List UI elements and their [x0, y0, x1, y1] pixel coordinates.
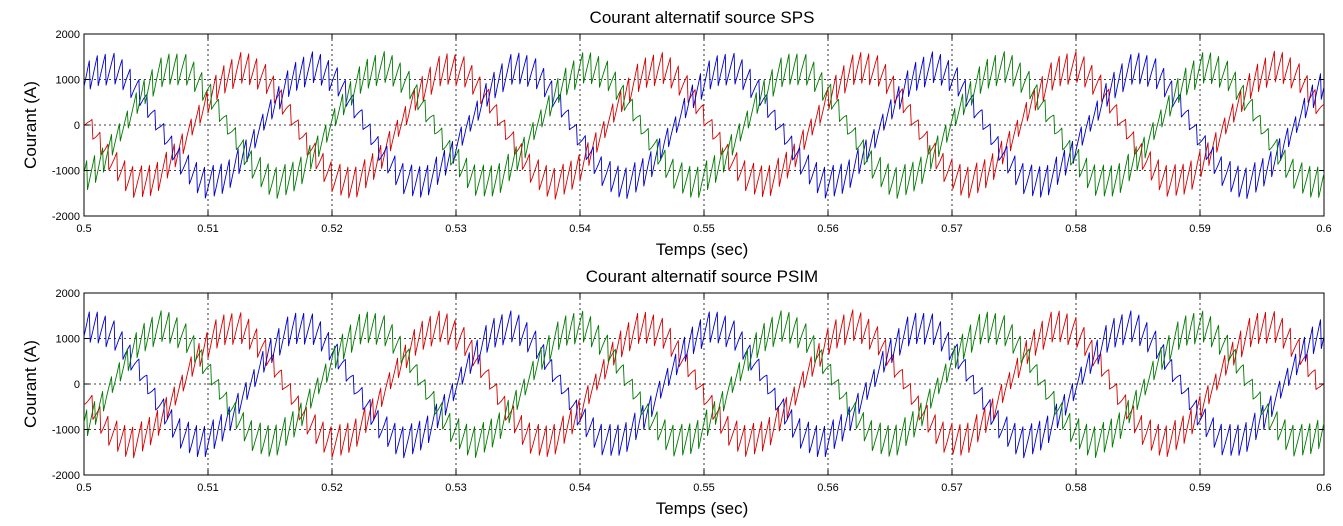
series-line — [83, 310, 1325, 459]
series-line — [83, 50, 1325, 200]
x-tick-label: 0.55 — [693, 223, 714, 235]
y-tick-label: -2000 — [52, 211, 80, 223]
y-tick-label: -1000 — [52, 425, 80, 437]
x-tick-label: 0.6 — [1316, 223, 1331, 235]
x-tick-label: 0.5 — [76, 482, 91, 494]
x-tick-label: 0.51 — [197, 223, 218, 235]
x-tick-label: 0.54 — [569, 482, 590, 494]
series-line — [83, 51, 1325, 199]
y-tick-label: 1000 — [56, 75, 80, 87]
x-tick-label: 0.5 — [76, 223, 91, 235]
x-axis-label: Temps (sec) — [656, 240, 749, 259]
x-tick-label: 0.59 — [1189, 482, 1210, 494]
x-tick-label: 0.52 — [321, 482, 342, 494]
chart-sps: Courant alternatif source SPS 0.5 0.51 0.5… — [21, 8, 1332, 259]
y-tick-label: 0 — [74, 120, 80, 132]
y-tick-label: 2000 — [56, 288, 80, 300]
y-tick-label: -2000 — [52, 470, 80, 482]
chart-title: Courant alternatif source PSIM — [586, 267, 818, 286]
x-tick-label: 0.51 — [197, 482, 218, 494]
x-tick-label: 0.6 — [1316, 482, 1331, 494]
y-axis-label: Courant (A) — [21, 340, 40, 428]
x-axis-label: Temps (sec) — [656, 499, 749, 518]
x-tick-label: 0.56 — [817, 223, 838, 235]
series-line — [83, 310, 1325, 458]
chart-title: Courant alternatif source SPS — [590, 8, 815, 27]
y-tick-label: -1000 — [52, 166, 80, 178]
series-line — [83, 51, 1325, 199]
series-line — [83, 309, 1325, 459]
x-tick-label: 0.53 — [445, 482, 466, 494]
ticks: 0.5 0.51 0.52 0.53 0.54 0.55 0.56 0.57 0.58 0.59 0… — [52, 29, 1332, 235]
y-tick-label: 0 — [74, 379, 80, 391]
y-tick-label: 2000 — [56, 29, 80, 41]
y-axis-label: Courant (A) — [21, 81, 40, 169]
x-tick-label: 0.52 — [321, 223, 342, 235]
x-tick-label: 0.57 — [941, 482, 962, 494]
ticks: 0.5 0.51 0.52 0.53 0.54 0.55 0.56 0.57 0.58 0.59 0… — [52, 288, 1332, 494]
traces — [83, 309, 1325, 459]
x-tick-label: 0.56 — [817, 482, 838, 494]
x-tick-label: 0.54 — [569, 223, 590, 235]
y-tick-label: 1000 — [56, 334, 80, 346]
traces — [83, 50, 1325, 200]
x-tick-label: 0.55 — [693, 482, 714, 494]
x-tick-label: 0.58 — [1065, 482, 1086, 494]
x-tick-label: 0.59 — [1189, 223, 1210, 235]
x-tick-label: 0.53 — [445, 223, 466, 235]
x-tick-label: 0.57 — [941, 223, 962, 235]
chart-psim: Courant alternatif source PSIM 0.5 0.51 0.… — [21, 267, 1332, 518]
x-tick-label: 0.58 — [1065, 223, 1086, 235]
